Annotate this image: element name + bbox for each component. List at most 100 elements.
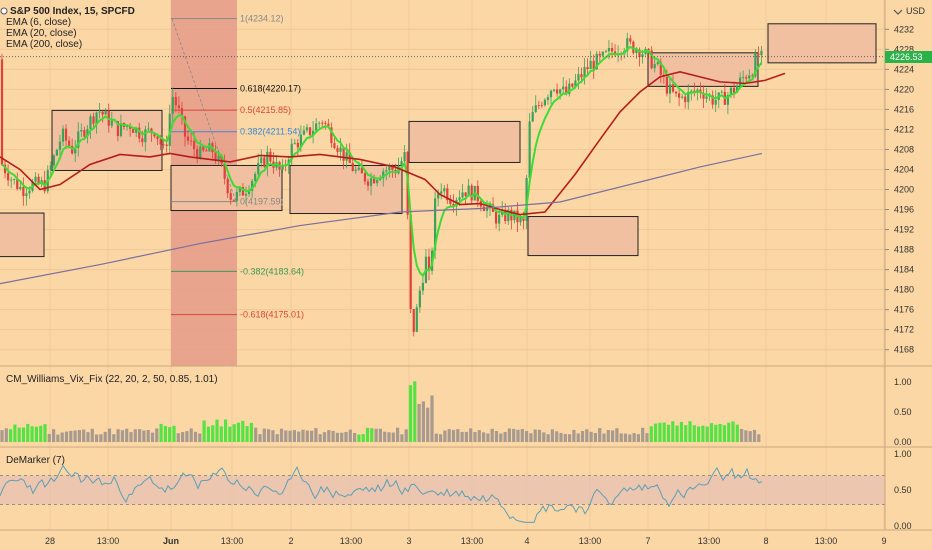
vix-bar	[727, 422, 731, 442]
zone-box	[51, 109, 163, 171]
vix-bar	[451, 429, 456, 442]
vix-bar	[623, 433, 628, 442]
candle-body	[534, 105, 537, 112]
candle-body	[360, 167, 363, 174]
vix-bar	[744, 430, 748, 442]
candle-body	[86, 129, 89, 137]
indicator-ema200: EMA (200, close)	[6, 39, 82, 50]
candle-body	[376, 180, 379, 184]
vix-bar	[718, 423, 722, 442]
vix-bar	[228, 426, 232, 442]
candle-body	[119, 122, 123, 137]
time-tick-label: 9	[881, 536, 886, 546]
vix-bar	[198, 433, 202, 442]
candle-body	[427, 256, 431, 271]
fib-level-label: -0.382(4183.64)	[240, 266, 304, 276]
vix-bar	[327, 430, 331, 442]
vix-bar	[494, 431, 499, 442]
currency-selector[interactable]: USD	[893, 6, 926, 16]
vix-bar	[4, 428, 8, 442]
candle-body	[443, 188, 446, 192]
price-tick-label: 4200	[894, 185, 914, 195]
vix-bar	[426, 407, 430, 442]
candle-body	[83, 129, 86, 137]
candle-body	[476, 185, 479, 202]
candle-body	[58, 141, 62, 150]
candle-body	[232, 199, 235, 201]
candle-body	[138, 127, 141, 139]
candle-body	[659, 62, 662, 75]
candle-body	[754, 53, 757, 77]
candle-body	[735, 85, 739, 93]
price-tick-label: 4176	[894, 305, 914, 315]
price-tick-label: 4184	[894, 265, 914, 275]
last-price-marker: 4226.53	[885, 51, 932, 63]
time-tick-label: 8	[763, 536, 768, 546]
vix-bar	[658, 422, 662, 442]
candle-body	[7, 173, 10, 181]
vix-bar	[181, 432, 185, 442]
candle-body	[13, 179, 16, 180]
candle-body	[238, 187, 241, 192]
fib-level-label: 1(4234.12)	[240, 14, 284, 24]
candle-body	[162, 144, 165, 146]
candle-body	[610, 48, 614, 52]
vix-bar	[86, 432, 90, 442]
symbol-title: S&P 500 Index, 15, SPCFD	[10, 6, 135, 17]
vix-bar	[413, 381, 417, 442]
demarker-tick-label: 0.00	[894, 521, 912, 531]
candle-body	[299, 134, 302, 148]
candle-body	[629, 38, 632, 42]
candle-body	[342, 147, 345, 161]
price-tick-label: 4212	[894, 124, 914, 134]
fib-level-label: 0(4197.59)	[240, 197, 284, 207]
candle-body	[318, 122, 321, 124]
candle-body	[400, 161, 403, 167]
candle-body	[220, 156, 223, 164]
candle-body	[226, 178, 229, 194]
vix-bar	[52, 429, 56, 442]
vix-bar	[546, 434, 550, 442]
candle-body	[281, 165, 284, 170]
time-tick-label: 13:00	[579, 536, 602, 546]
candle-body	[446, 188, 449, 201]
candle-body	[565, 86, 568, 95]
candle-body	[354, 169, 357, 171]
vix-bar	[219, 426, 223, 442]
candle-body	[684, 96, 687, 103]
candle-body	[574, 80, 577, 87]
candle-body	[49, 165, 52, 171]
candle-body	[687, 91, 690, 103]
vix-bar	[516, 429, 520, 442]
time-tick-label: 13:00	[97, 536, 120, 546]
candle-body	[0, 59, 4, 165]
vix-bar	[709, 423, 714, 442]
candle-body	[546, 97, 550, 100]
candle-body	[382, 171, 385, 179]
indicator-ema6: EMA (6, close)	[6, 17, 71, 28]
indicator-ema20: EMA (20, close)	[6, 28, 77, 39]
candle-body	[183, 116, 187, 137]
candle-body	[705, 96, 708, 99]
vix-bar	[288, 430, 292, 442]
vix-bar	[580, 431, 585, 442]
zone-box	[289, 164, 403, 215]
candle-body	[467, 185, 470, 197]
candle-body	[452, 204, 455, 207]
candle-body	[586, 67, 589, 70]
time-tick-label: 13:00	[221, 536, 244, 546]
vix-bar	[30, 426, 34, 442]
vix-bar	[628, 434, 632, 442]
vix-bar	[735, 424, 739, 442]
vix-bar	[396, 427, 400, 442]
candle-body	[580, 74, 583, 78]
candle-body	[732, 87, 736, 93]
vix-bar	[0, 430, 4, 442]
candle-body	[305, 127, 309, 131]
vix-bar	[486, 433, 490, 442]
vix-bar	[202, 420, 206, 442]
vix-bar	[520, 428, 524, 442]
vix-bar	[593, 433, 597, 442]
vix-bar	[206, 426, 210, 442]
